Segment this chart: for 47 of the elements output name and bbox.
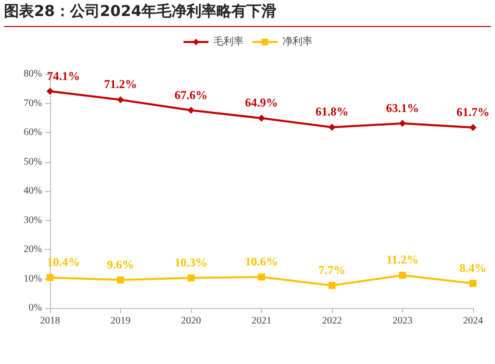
y-tick-label: 0% [28, 302, 42, 314]
data-label: 7.7% [318, 262, 346, 277]
y-tick-label: 70% [24, 98, 42, 109]
data-label: 61.8% [316, 104, 348, 119]
data-label: 63.1% [386, 100, 419, 115]
legend-label: 净利率 [282, 36, 312, 48]
point [470, 280, 476, 287]
x-tick-label: 2020 [181, 316, 201, 326]
point [399, 120, 406, 127]
data-label: 10.4% [47, 255, 80, 270]
data-label: 61.7% [456, 105, 490, 120]
x-tick-label: 2021 [252, 316, 272, 326]
point [117, 276, 124, 284]
x-tick-label: 2024 [463, 316, 483, 326]
x-tick-label: 2018 [40, 316, 60, 326]
data-label: 10.6% [245, 254, 278, 268]
chart-title: 图表28：公司2024年毛净利率略有下滑 [4, 2, 491, 27]
data-label: 67.6% [174, 88, 208, 102]
x-tick-label: 2023 [392, 316, 412, 326]
point [328, 282, 336, 289]
point [399, 272, 406, 279]
point [328, 124, 336, 131]
x-tick-label: 2022 [322, 316, 342, 326]
y-tick-label: 60% [24, 127, 42, 138]
point [188, 106, 194, 114]
point [188, 274, 194, 282]
y-tick-label: 30% [24, 214, 42, 226]
point [46, 274, 54, 282]
data-label: 8.4% [460, 260, 486, 275]
point [258, 273, 265, 280]
point [117, 96, 124, 104]
y-tick-label: 50% [24, 156, 42, 168]
legend-label: 毛利率 [214, 36, 244, 48]
y-tick-label: 80% [24, 68, 42, 80]
data-label: 71.2% [104, 77, 137, 92]
x-tick-label: 2019 [110, 316, 130, 326]
y-tick-label: 40% [24, 186, 42, 196]
point [470, 124, 476, 132]
data-label: 9.6% [107, 257, 134, 272]
y-tick-label: 20% [24, 244, 42, 255]
point [258, 114, 265, 122]
point [46, 88, 54, 95]
data-label: 10.3% [174, 255, 208, 270]
data-label: 74.1% [47, 68, 80, 83]
data-label: 64.9% [245, 96, 278, 110]
data-label: 11.2% [386, 252, 419, 267]
y-tick-label: 10% [24, 273, 42, 284]
